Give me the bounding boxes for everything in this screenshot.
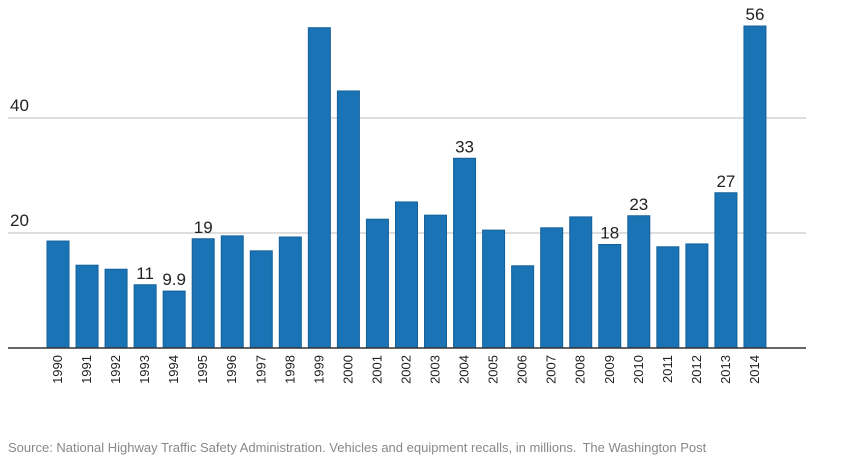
bar-2002 <box>394 201 418 349</box>
x-tick-label: 2011 <box>660 355 675 383</box>
bar-1990 <box>46 240 70 349</box>
bar-2004 <box>453 157 477 349</box>
bar-2003 <box>424 214 448 349</box>
bar-1991 <box>75 264 99 349</box>
x-tick-label: 1998 <box>282 355 297 384</box>
data-label: 27 <box>716 172 735 191</box>
x-tick-label: 1993 <box>137 355 152 384</box>
bar-2012 <box>685 243 709 349</box>
x-tick-label: 2005 <box>486 355 501 384</box>
x-tick-label: 2012 <box>689 355 704 384</box>
data-label: 9.9 <box>162 270 186 289</box>
bar-1996 <box>220 235 244 349</box>
x-tick-label: 1996 <box>224 355 239 384</box>
bar-2011 <box>656 246 680 349</box>
bar-1995 <box>191 238 215 349</box>
bar-2013 <box>714 192 738 349</box>
bar-2014 <box>743 25 767 349</box>
bar-2009 <box>598 244 622 349</box>
x-tick-label: 2001 <box>369 355 384 384</box>
x-tick-label: 2002 <box>398 355 413 384</box>
bar-1992 <box>104 268 128 349</box>
x-tick-label: 2010 <box>631 355 646 384</box>
y-tick-label: 20 <box>10 211 29 230</box>
bar-1994 <box>162 290 186 349</box>
bar-2007 <box>540 227 564 349</box>
data-label: 56 <box>745 5 764 24</box>
x-tick-label: 1991 <box>79 355 94 384</box>
bar-2000 <box>336 90 360 349</box>
x-tick-label: 1992 <box>108 355 123 384</box>
x-tick-label: 2006 <box>515 355 530 384</box>
bar-1998 <box>278 236 302 349</box>
source-note: Source: National Highway Traffic Safety … <box>8 440 707 455</box>
bar-2006 <box>511 265 535 349</box>
x-tick-label: 2014 <box>747 355 762 384</box>
data-label: 19 <box>194 218 213 237</box>
x-tick-label: 2013 <box>718 355 733 384</box>
data-label: 23 <box>629 195 648 214</box>
x-tick-label: 2003 <box>428 355 443 384</box>
bar-2001 <box>365 218 389 349</box>
bar-1993 <box>133 284 157 349</box>
x-tick-label: 1995 <box>195 355 210 384</box>
x-tick-label: 1994 <box>166 355 181 384</box>
bar-1999 <box>307 27 331 349</box>
x-tick-label: 1997 <box>253 355 268 384</box>
bar-2008 <box>569 216 593 349</box>
data-label: 33 <box>455 137 474 156</box>
data-label: 18 <box>600 224 619 243</box>
bar-2010 <box>627 215 651 349</box>
x-tick-label: 1999 <box>311 355 326 384</box>
x-tick-label: 1990 <box>50 355 65 384</box>
x-tick-label: 2009 <box>602 355 617 384</box>
bar-2005 <box>482 229 506 349</box>
x-tick-label: 2007 <box>544 355 559 384</box>
bar-1997 <box>249 250 273 349</box>
x-tick-label: 2000 <box>340 355 355 384</box>
y-tick-label: 40 <box>10 96 29 115</box>
data-label: 11 <box>136 264 154 283</box>
x-tick-label: 2004 <box>457 355 472 384</box>
x-tick-label: 2008 <box>573 355 588 384</box>
